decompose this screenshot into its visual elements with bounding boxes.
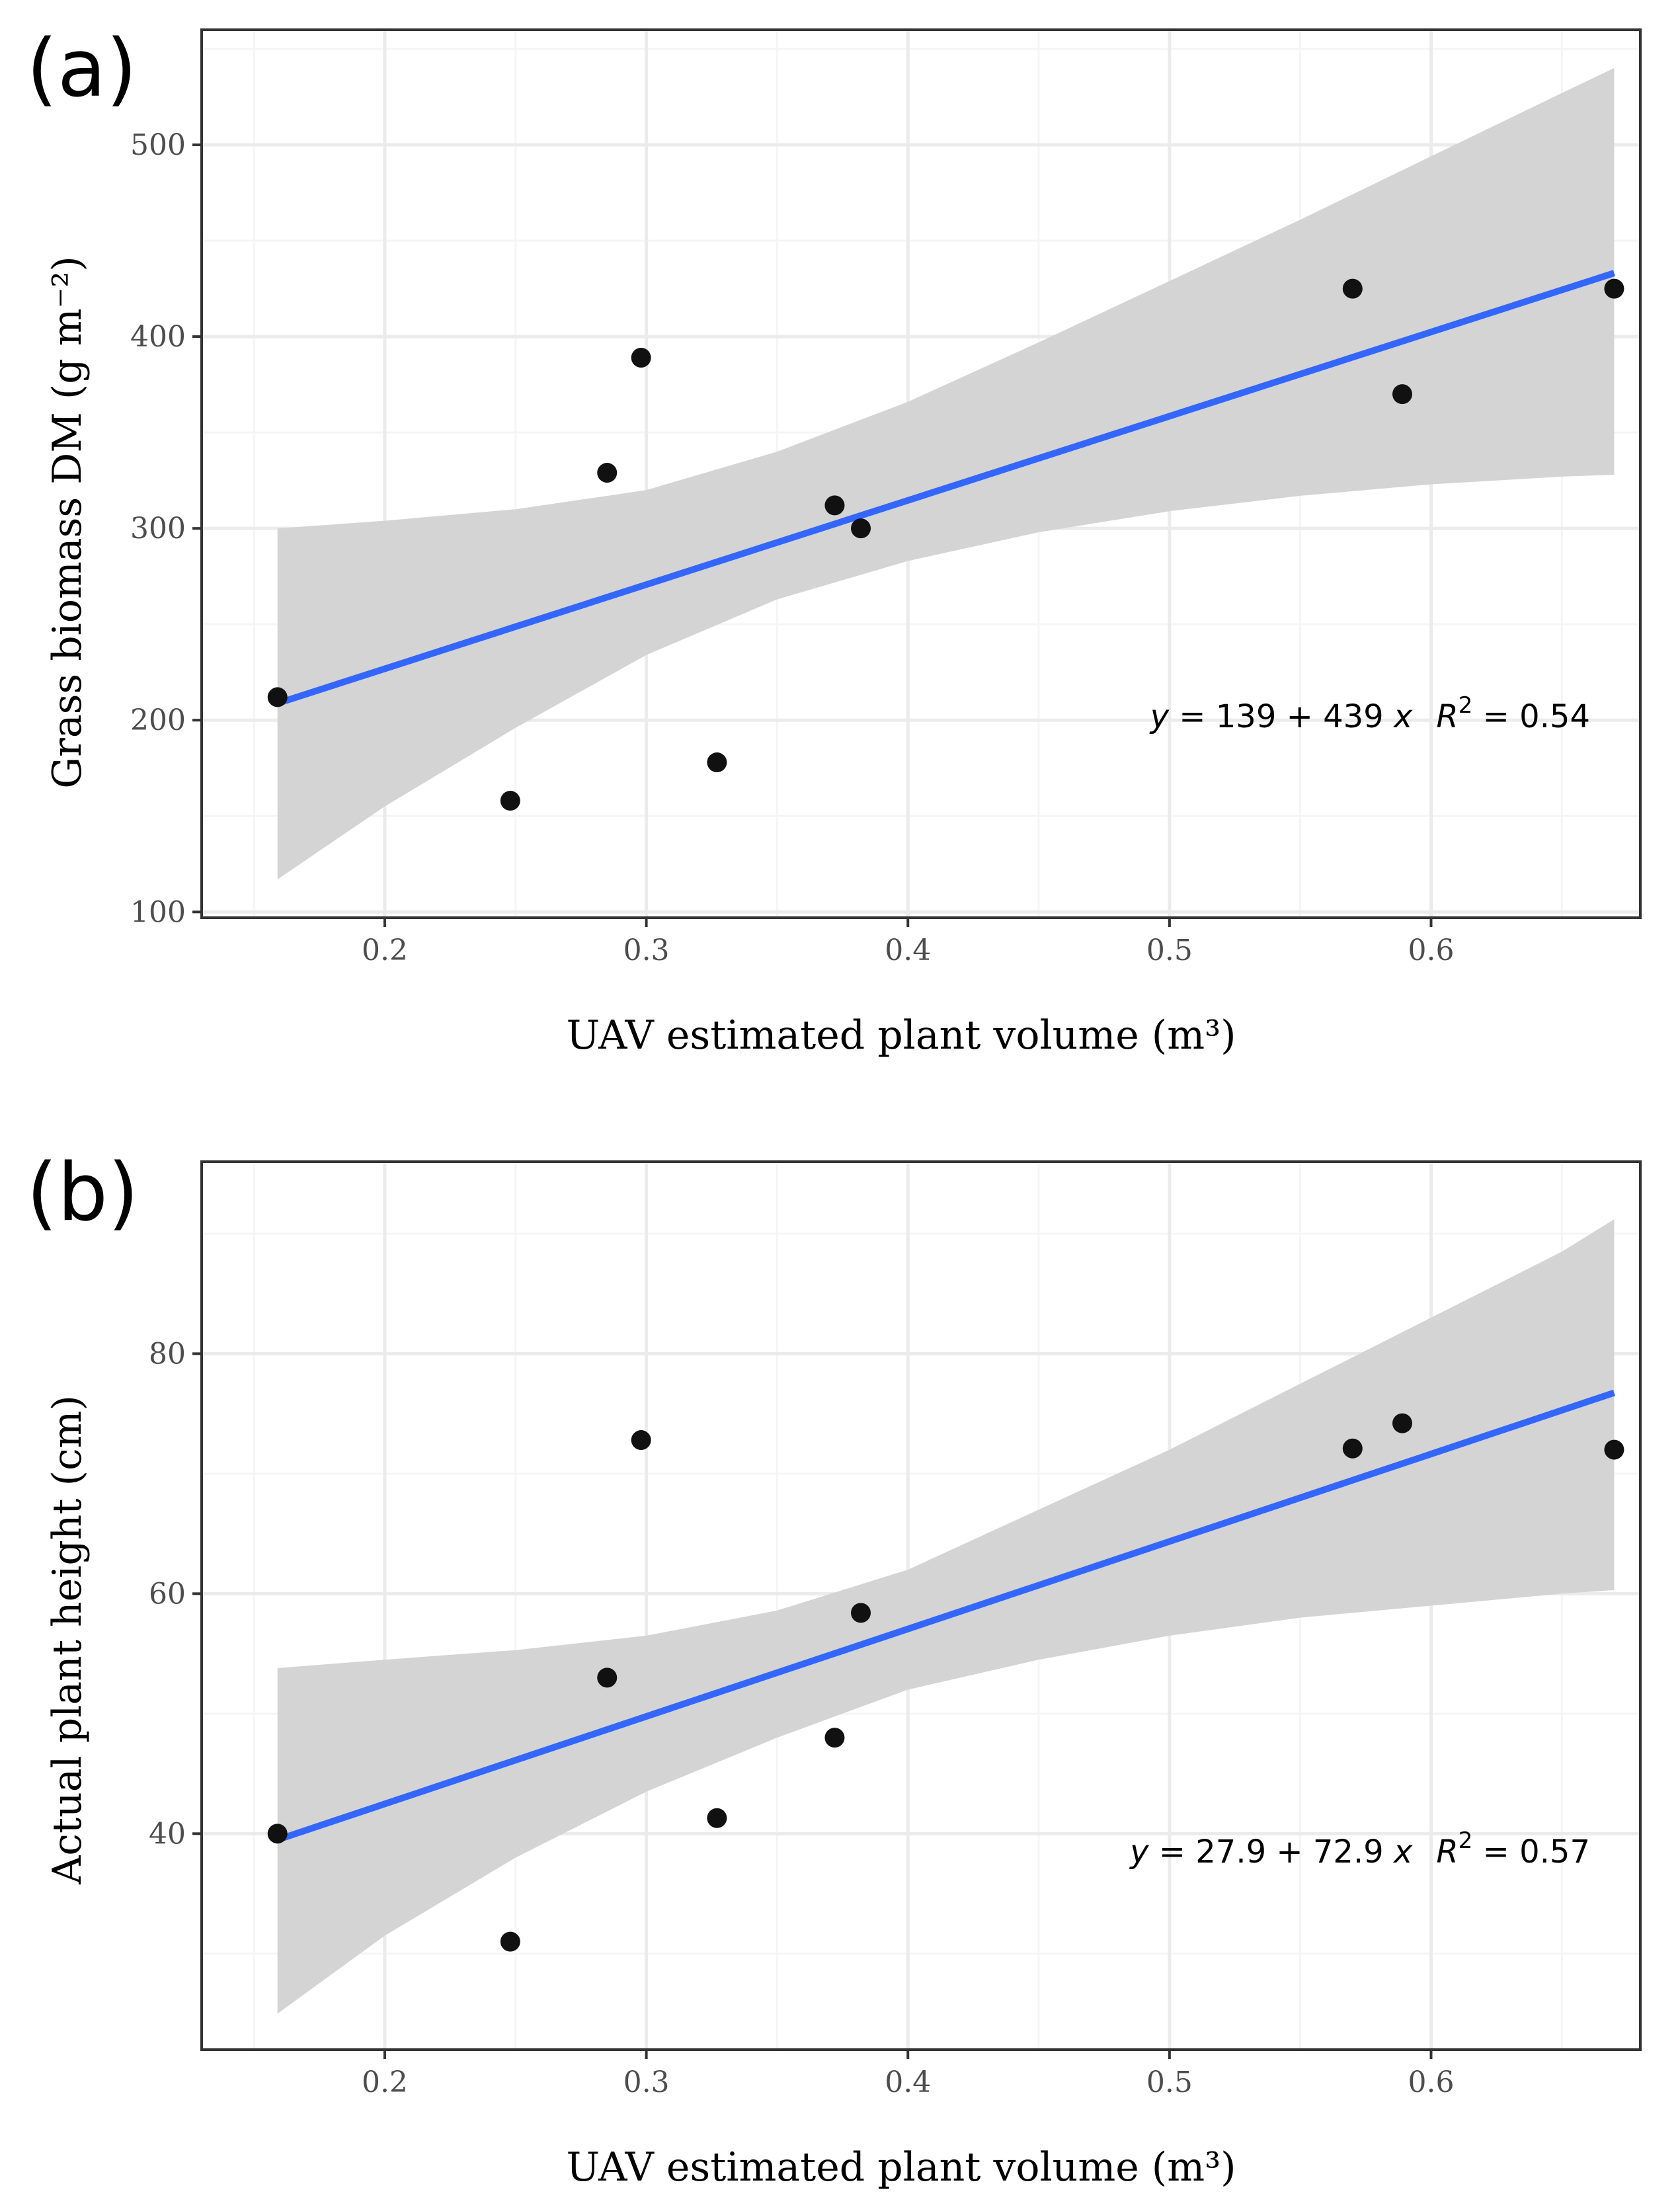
data-point <box>707 752 727 773</box>
data-points <box>267 1413 1624 1952</box>
regression-equation: y = 27.9 + 72.9 x R2 = 0.57 <box>1129 1827 1590 1870</box>
chart-b-canvas: 0.2 0.3 0.4 0.5 0.6 40 60 80 (b) y = 27.9 + 72… <box>26 1147 1642 2190</box>
x-tick-label: 0.3 <box>623 2066 670 2099</box>
data-point <box>267 687 288 707</box>
regression-line <box>276 1389 1616 1843</box>
data-point <box>597 1667 618 1688</box>
x-tick-label: 0.5 <box>1146 2066 1193 2099</box>
chart-panel-b: 0.2 0.3 0.4 0.5 0.6 40 60 80 (b) y = 27.9 + 72… <box>0 1104 1680 2208</box>
regression-equation: y = 139 + 439 x R2 = 0.54 <box>1149 692 1590 735</box>
confidence-band <box>277 68 1615 879</box>
data-point <box>1342 278 1363 299</box>
x-tick-label: 0.2 <box>362 2066 408 2099</box>
y-axis-title: Grass biomass DM (g m⁻²) <box>44 256 91 789</box>
data-point <box>707 1808 727 1828</box>
y-tick-label: 80 <box>149 1337 186 1371</box>
y-tick-label: 500 <box>130 128 186 162</box>
grid <box>202 1162 1640 2050</box>
data-point <box>500 791 520 811</box>
data-point <box>1392 1413 1412 1433</box>
data-point <box>851 1603 871 1623</box>
data-point <box>631 1430 651 1451</box>
y-tick-label: 300 <box>130 512 186 545</box>
x-axis-title: UAV estimated plant volume (m³) <box>566 1012 1236 1059</box>
data-point <box>267 1824 288 1844</box>
y-tick-label: 200 <box>130 703 186 737</box>
x-axis-ticks: 0.2 0.3 0.4 0.5 0.6 <box>362 918 1454 967</box>
plot-frame <box>200 28 1642 919</box>
data-point <box>824 495 845 516</box>
regression-line <box>276 270 1615 707</box>
plot-frame <box>200 1160 1642 2051</box>
y-tick-label: 60 <box>149 1577 186 1611</box>
data-point <box>1342 1438 1363 1459</box>
y-tick-label: 400 <box>130 320 186 354</box>
data-point <box>824 1728 845 1748</box>
y-axis-ticks: 40 60 80 <box>149 1337 202 1851</box>
data-point <box>1604 1439 1624 1460</box>
chart-a-canvas: 0.2 0.3 0.4 0.5 0.6 100 200 300 400 500 (a) y = … <box>26 23 1642 1059</box>
data-point <box>1392 384 1412 405</box>
panel-label: (b) <box>26 1147 139 1239</box>
y-axis-title: Actual plant height (cm) <box>44 1395 91 1885</box>
y-tick-label: 40 <box>149 1817 186 1851</box>
x-axis-title: UAV estimated plant volume (m³) <box>566 2144 1236 2190</box>
data-point <box>597 463 618 483</box>
data-point <box>1604 278 1624 299</box>
x-tick-label: 0.3 <box>623 934 670 967</box>
data-points <box>267 278 1624 811</box>
x-axis-ticks: 0.2 0.3 0.4 0.5 0.6 <box>362 2050 1454 2099</box>
x-tick-label: 0.6 <box>1408 2066 1454 2099</box>
x-tick-label: 0.4 <box>885 2066 931 2099</box>
x-tick-label: 0.4 <box>885 934 931 967</box>
y-axis-ticks: 100 200 300 400 500 <box>130 128 202 929</box>
x-tick-label: 0.5 <box>1146 934 1193 967</box>
data-point <box>500 1931 520 1952</box>
x-tick-label: 0.6 <box>1408 934 1454 967</box>
x-tick-label: 0.2 <box>362 934 408 967</box>
data-point <box>851 518 871 539</box>
panel-label: (a) <box>26 23 137 115</box>
data-point <box>631 348 651 368</box>
chart-panel-a: 0.2 0.3 0.4 0.5 0.6 100 200 300 400 500 (a) y = … <box>0 0 1680 1104</box>
y-tick-label: 100 <box>130 895 186 929</box>
